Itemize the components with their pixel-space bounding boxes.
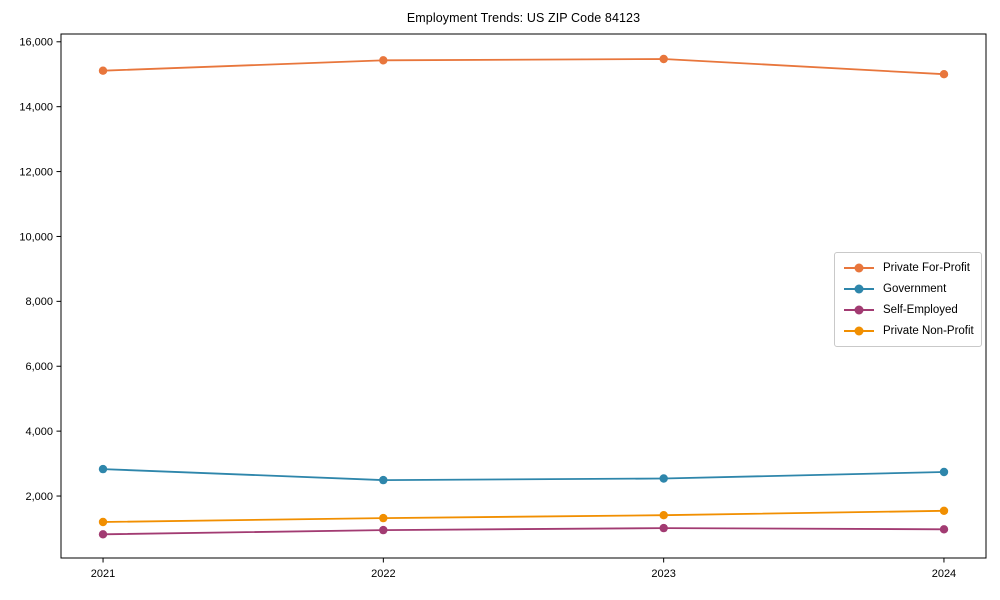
data-point-self-employed: [98, 530, 108, 539]
legend-marker-icon: [844, 284, 874, 294]
y-tick-label: 12,000: [19, 166, 53, 178]
legend-label: Self-Employed: [883, 304, 958, 316]
legend-label: Private Non-Profit: [883, 325, 974, 337]
data-point-private-non-profit: [98, 517, 108, 527]
legend-marker-icon: [844, 326, 874, 336]
legend-entry-self-employed: Self-Employed: [844, 302, 972, 318]
data-point-private-non-profit: [659, 511, 668, 520]
data-point-self-employed: [379, 525, 388, 535]
legend-marker-icon: [844, 263, 874, 273]
series-line-private-for-profit: [102, 58, 945, 76]
data-point-private-non-profit: [379, 513, 388, 523]
legend-dot-icon: [854, 263, 864, 273]
series-line-government: [102, 468, 945, 481]
data-point-private-non-profit: [939, 506, 949, 515]
legend-entry-private-for-profit: Private For-Profit: [844, 260, 972, 276]
y-tick-label: 6,000: [25, 361, 53, 373]
data-point-private-for-profit: [98, 66, 108, 75]
x-tick-label: 2023: [651, 568, 675, 580]
x-tick-label: 2024: [932, 568, 956, 580]
data-point-government: [379, 475, 388, 485]
data-point-private-for-profit: [939, 70, 949, 79]
legend-entry-government: Government: [844, 281, 972, 297]
data-point-private-for-profit: [379, 56, 388, 65]
legend-entry-private-non-profit: Private Non-Profit: [844, 323, 974, 339]
series-line-self-employed: [102, 527, 945, 536]
data-point-private-for-profit: [659, 54, 668, 64]
legend-marker-icon: [844, 305, 874, 315]
data-point-government: [98, 464, 108, 474]
legend-label: Government: [883, 283, 947, 295]
legend-dot-icon: [854, 326, 864, 336]
y-tick-label: 10,000: [19, 231, 53, 243]
y-tick-label: 2,000: [25, 491, 53, 503]
series-line-private-non-profit: [102, 509, 945, 523]
data-point-government: [939, 467, 949, 477]
legend: Private For-Profit Government Self-Employe…: [834, 252, 982, 347]
y-tick-label: 8,000: [25, 296, 53, 308]
x-tick-label: 2022: [371, 568, 395, 580]
y-tick-label: 4,000: [25, 426, 53, 438]
data-point-government: [659, 474, 668, 483]
chart-title: Employment Trends: US ZIP Code 84123: [406, 11, 641, 25]
y-tick-label: 14,000: [19, 101, 53, 113]
legend-dot-icon: [854, 305, 864, 315]
legend-dot-icon: [854, 284, 864, 294]
x-tick-label: 2021: [91, 568, 115, 580]
data-point-self-employed: [659, 523, 668, 533]
legend-label: Private For-Profit: [883, 262, 970, 274]
plot-border: [60, 33, 987, 559]
y-tick-label: 16,000: [19, 37, 53, 49]
data-point-self-employed: [939, 525, 949, 534]
